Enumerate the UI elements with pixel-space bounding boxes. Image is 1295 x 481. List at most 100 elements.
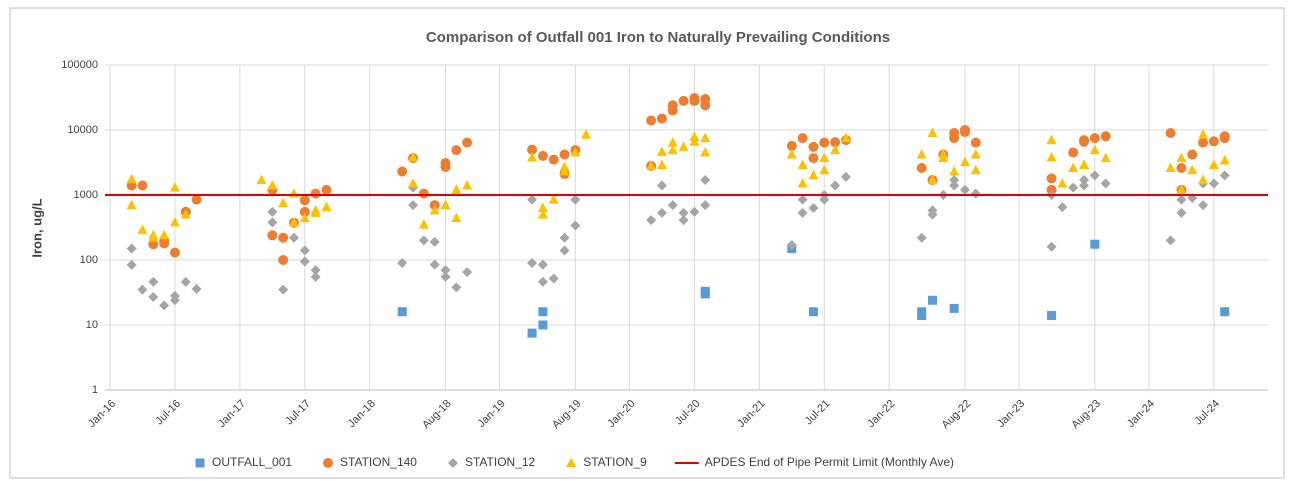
point: [267, 180, 278, 190]
legend-label: STATION_9: [583, 455, 647, 469]
point: [148, 291, 159, 302]
point: [451, 212, 462, 223]
point: [310, 204, 321, 215]
point: [656, 159, 667, 169]
point: [570, 220, 581, 231]
point: [408, 178, 419, 188]
point: [440, 199, 451, 210]
point: [808, 141, 819, 152]
point: [126, 243, 137, 254]
point: [418, 188, 429, 199]
point: [288, 216, 299, 227]
point: [1198, 129, 1209, 139]
point: [299, 245, 310, 256]
point: [970, 188, 981, 199]
point: [1176, 184, 1187, 194]
legend-label: OUTFALL_001: [212, 455, 292, 469]
point: [180, 209, 191, 219]
point: [689, 131, 700, 142]
point: [959, 156, 970, 167]
point: [1089, 170, 1100, 181]
legend-label: STATION_140: [340, 455, 417, 469]
point: [278, 255, 289, 265]
point: [916, 163, 927, 174]
point: [169, 290, 180, 301]
y-tick-label: 100000: [61, 59, 98, 71]
point: [916, 148, 927, 159]
point: [700, 93, 711, 104]
point: [408, 200, 419, 211]
y-tick-label: 1: [92, 384, 98, 396]
point: [570, 194, 581, 205]
point: [928, 295, 938, 305]
point: [159, 229, 170, 240]
point: [548, 273, 559, 284]
point: [581, 129, 592, 139]
point: [537, 259, 548, 270]
point: [1046, 134, 1057, 145]
point: [278, 197, 289, 208]
legend-label: APDES End of Pipe Permit Limit (Monthly …: [705, 455, 954, 469]
point: [559, 161, 570, 171]
point: [917, 311, 927, 321]
point: [1068, 147, 1079, 158]
point: [191, 283, 202, 294]
point: [819, 164, 830, 175]
point: [180, 276, 191, 287]
legend-marker: [566, 457, 577, 467]
point: [299, 256, 310, 267]
point: [667, 137, 678, 147]
point: [537, 209, 548, 219]
point: [440, 265, 451, 276]
point: [667, 100, 678, 111]
point: [159, 238, 170, 249]
point: [1165, 162, 1176, 173]
point: [537, 150, 548, 161]
point: [1219, 154, 1230, 165]
point: [1208, 159, 1219, 169]
point: [1047, 311, 1057, 321]
point: [1046, 184, 1057, 195]
point: [126, 199, 137, 210]
point: [700, 286, 710, 296]
point: [1219, 170, 1230, 181]
point: [462, 267, 473, 278]
point: [527, 194, 538, 205]
point: [700, 132, 711, 143]
point: [786, 240, 797, 251]
point: [126, 259, 137, 270]
point: [970, 164, 981, 175]
point: [808, 153, 819, 164]
point: [808, 307, 818, 317]
point: [678, 207, 689, 218]
point: [1057, 202, 1068, 213]
chart-frame: [9, 7, 1285, 479]
point: [1198, 200, 1209, 211]
point: [288, 232, 299, 243]
point: [830, 180, 841, 191]
point: [126, 173, 137, 184]
point: [689, 93, 700, 104]
point: [310, 188, 321, 199]
point: [646, 215, 657, 226]
point: [1176, 163, 1187, 174]
point: [830, 144, 841, 155]
point: [1208, 136, 1219, 147]
point: [267, 206, 278, 217]
point: [830, 137, 841, 148]
point: [148, 276, 159, 287]
point: [927, 209, 938, 220]
point: [1198, 137, 1209, 148]
point: [1100, 152, 1111, 163]
point: [797, 159, 808, 169]
point: [169, 247, 180, 258]
legend-label: STATION_12: [465, 455, 536, 469]
point: [321, 184, 332, 195]
point: [700, 147, 711, 157]
point: [970, 148, 981, 159]
point: [408, 151, 419, 162]
point: [949, 303, 959, 313]
point: [169, 216, 180, 227]
point: [397, 307, 407, 317]
